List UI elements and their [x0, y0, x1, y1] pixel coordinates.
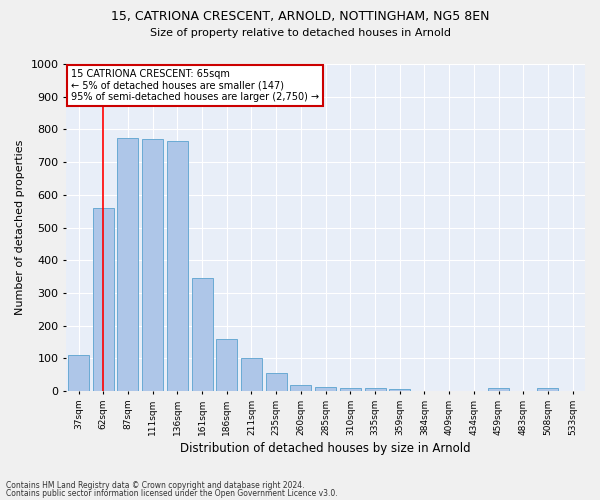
Text: Contains public sector information licensed under the Open Government Licence v3: Contains public sector information licen… — [6, 488, 338, 498]
Bar — [340, 388, 361, 391]
Bar — [389, 390, 410, 391]
Bar — [93, 208, 114, 391]
Text: 15, CATRIONA CRESCENT, ARNOLD, NOTTINGHAM, NG5 8EN: 15, CATRIONA CRESCENT, ARNOLD, NOTTINGHA… — [111, 10, 489, 23]
Bar — [68, 355, 89, 391]
Bar — [118, 138, 139, 391]
Bar — [538, 388, 559, 391]
Bar — [191, 278, 212, 391]
Bar — [241, 358, 262, 391]
Bar — [266, 373, 287, 391]
Bar — [290, 385, 311, 391]
X-axis label: Distribution of detached houses by size in Arnold: Distribution of detached houses by size … — [180, 442, 471, 455]
Bar — [142, 139, 163, 391]
Bar — [488, 388, 509, 391]
Text: 15 CATRIONA CRESCENT: 65sqm
← 5% of detached houses are smaller (147)
95% of sem: 15 CATRIONA CRESCENT: 65sqm ← 5% of deta… — [71, 69, 320, 102]
Bar — [365, 388, 386, 391]
Text: Contains HM Land Registry data © Crown copyright and database right 2024.: Contains HM Land Registry data © Crown c… — [6, 481, 305, 490]
Bar — [216, 338, 237, 391]
Bar — [315, 387, 336, 391]
Text: Size of property relative to detached houses in Arnold: Size of property relative to detached ho… — [149, 28, 451, 38]
Y-axis label: Number of detached properties: Number of detached properties — [15, 140, 25, 315]
Bar — [167, 141, 188, 391]
